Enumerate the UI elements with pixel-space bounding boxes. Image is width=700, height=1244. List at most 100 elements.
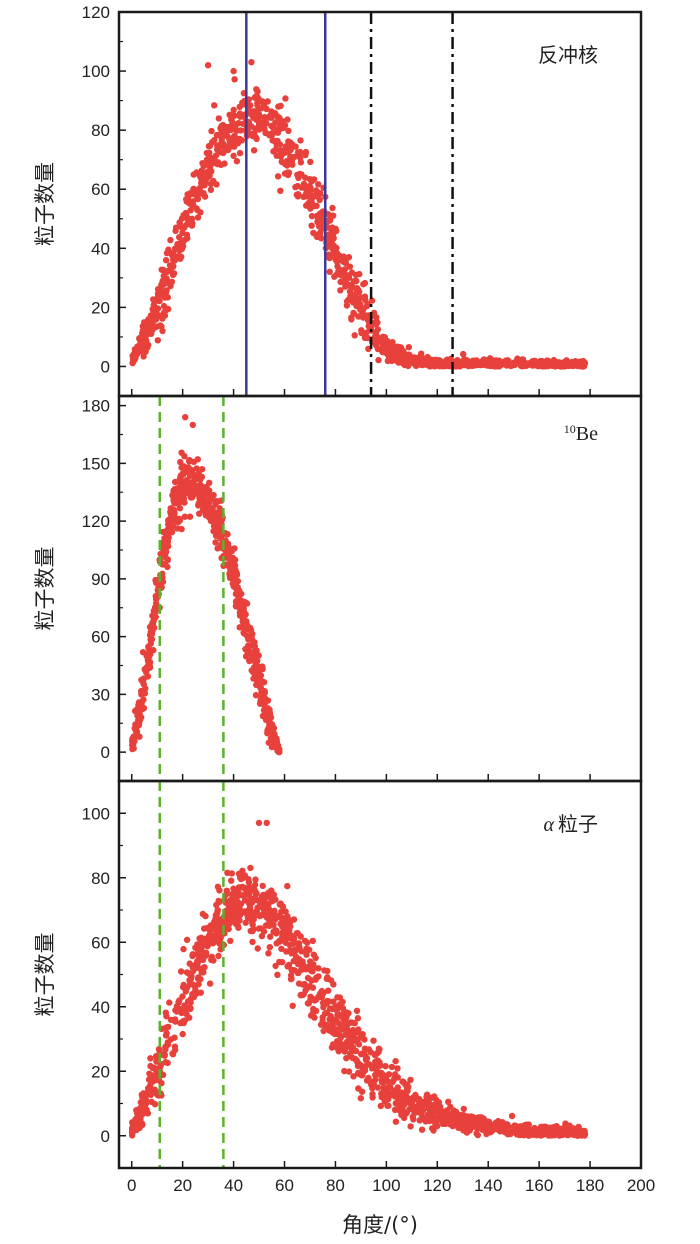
data-point: [215, 926, 222, 933]
data-point: [274, 971, 281, 978]
data-point: [353, 1007, 361, 1014]
data-point: [337, 1043, 344, 1051]
data-point: [211, 136, 218, 144]
data-point: [171, 509, 178, 516]
data-point: [358, 294, 365, 301]
data-point: [150, 296, 157, 303]
data-point: [310, 961, 317, 968]
data-point: [254, 945, 261, 952]
y-tick-label: 40: [91, 998, 110, 1017]
data-point: [278, 158, 285, 165]
data-point: [186, 215, 193, 223]
data-point: [154, 290, 162, 297]
data-point: [204, 924, 211, 932]
data-point: [217, 124, 224, 132]
data-point: [514, 1128, 522, 1136]
data-point: [192, 944, 199, 951]
data-point: [331, 1025, 338, 1032]
data-point: [290, 916, 298, 923]
data-point: [165, 267, 172, 274]
data-point: [212, 497, 219, 505]
data-point: [303, 945, 310, 952]
data-point: [316, 219, 323, 226]
data-point: [358, 1088, 366, 1095]
data-point: [335, 1011, 342, 1018]
data-point: [181, 513, 189, 520]
data-point: [505, 1125, 512, 1132]
data-point: [285, 148, 292, 155]
data-point: [304, 185, 312, 193]
data-point: [159, 549, 166, 556]
data-point: [427, 1114, 434, 1121]
data-point: [206, 142, 214, 149]
data-point: [580, 357, 587, 365]
data-point: [254, 107, 261, 114]
y-tick-label: 120: [82, 512, 110, 531]
data-point: [220, 140, 227, 148]
data-point: [369, 1094, 376, 1101]
data-point: [234, 139, 241, 146]
data-point: [217, 161, 225, 168]
data-point: [304, 974, 312, 982]
data-point: [201, 484, 209, 491]
data-point: [176, 475, 184, 482]
data-point: [159, 327, 166, 335]
data-point: [143, 329, 150, 336]
data-point: [337, 1025, 344, 1032]
data-point: [388, 357, 396, 365]
data-point: [181, 499, 188, 506]
data-point: [237, 875, 245, 883]
data-point: [297, 137, 304, 144]
data-point: [227, 907, 234, 914]
data-point: [503, 359, 511, 367]
data-point: [252, 692, 260, 699]
data-point: [317, 190, 324, 197]
data-point: [297, 992, 304, 999]
data-point-outlier: [182, 414, 189, 421]
data-point: [312, 231, 320, 238]
data-point: [149, 326, 156, 334]
data-point: [486, 1129, 494, 1136]
data-point: [377, 1102, 384, 1110]
data-point: [330, 981, 337, 988]
data-point: [236, 591, 243, 599]
data-point: [460, 1105, 467, 1113]
data-point: [267, 933, 274, 940]
data-point: [265, 907, 273, 915]
data-point: [350, 310, 358, 317]
data-point: [380, 1071, 387, 1079]
data-point: [136, 710, 143, 718]
data-point: [151, 1086, 158, 1093]
data-point: [520, 1132, 528, 1139]
data-point: [374, 1084, 382, 1091]
data-point: [354, 1039, 361, 1046]
data-point: [365, 1046, 373, 1053]
data-point: [263, 914, 271, 921]
data-point: [199, 956, 207, 963]
scatter-points-recoil: [129, 59, 589, 370]
data-point: [167, 516, 175, 523]
data-point: [189, 493, 196, 501]
data-point: [162, 257, 170, 264]
data-point: [273, 927, 280, 934]
data-point: [215, 952, 222, 960]
data-point: [334, 994, 341, 1001]
data-point: [183, 936, 191, 943]
data-point: [315, 181, 322, 188]
data-point: [197, 975, 204, 983]
data-point: [172, 224, 180, 231]
data-point: [350, 278, 358, 285]
data-point: [271, 907, 278, 914]
data-point: [349, 1043, 357, 1051]
data-point: [187, 488, 194, 495]
data-point: [333, 1018, 340, 1025]
data-point: [468, 1120, 476, 1128]
data-point: [360, 1050, 367, 1057]
y-tick-label: 100: [82, 62, 110, 81]
data-point: [169, 523, 177, 530]
data-point: [236, 103, 243, 111]
data-point: [159, 578, 167, 585]
data-point: [259, 882, 266, 890]
data-point: [165, 534, 172, 541]
data-point: [394, 1065, 401, 1072]
